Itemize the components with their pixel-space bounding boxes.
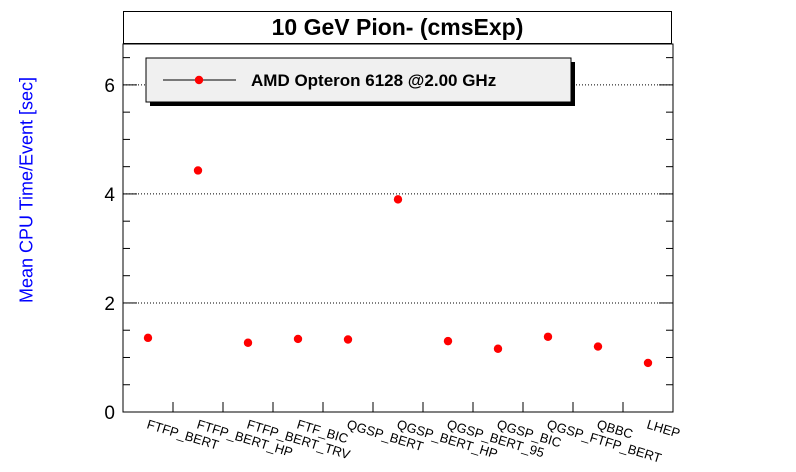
data-point [243, 338, 253, 347]
y-tick-label: 2 [104, 294, 115, 315]
data-point [143, 333, 153, 343]
legend-marker [194, 75, 204, 85]
data-point [193, 166, 203, 175]
y-tick-label: 6 [104, 76, 115, 97]
data-point [593, 342, 603, 351]
y-tick-label: 4 [104, 185, 115, 206]
data-point [493, 344, 503, 353]
chart-title: 10 GeV Pion- (cmsExp) [123, 11, 672, 44]
x-category-label: LHEP [645, 417, 682, 441]
legend-label: AMD Opteron 6128 @2.00 GHz [251, 71, 496, 90]
data-point [543, 332, 553, 341]
data-point [293, 334, 303, 344]
data-point [443, 336, 453, 346]
y-tick-label: 0 [104, 403, 115, 424]
data-point [343, 335, 353, 344]
data-point [643, 358, 653, 368]
data-point [393, 195, 403, 204]
